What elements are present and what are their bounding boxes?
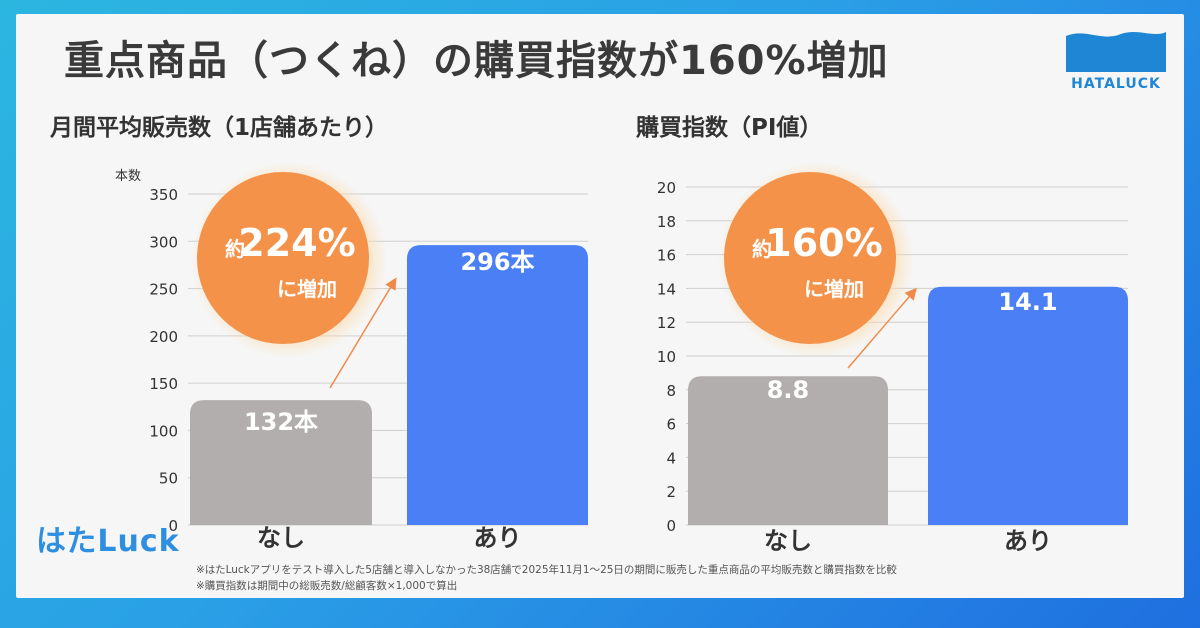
x-category-label: なし [257,524,305,552]
x-category-label: あり [474,524,522,552]
badge-prefix: 約 [225,237,245,261]
badge-value: 224% [238,221,355,265]
growth-arrow [329,277,397,389]
y-tick-label: 8 [666,382,676,400]
brand-logo: はたLuck [36,524,180,559]
footnote-2: ※購買指数は期間中の総販売数/総顧客数×1,000で算出 [196,580,458,592]
y-tick-label: 0 [168,517,178,535]
y-tick-label: 4 [666,449,676,467]
chart-title-pi: 購買指数（PI値） [636,115,823,141]
y-tick-label: 18 [657,213,676,231]
footnote-1: ※はたLuckアプリをテスト導入した5店舗と導入しなかった38店舗で2025年1… [196,564,897,576]
y-axis-label: 本数 [115,169,141,184]
bar-none [190,400,372,525]
badge-prefix: 約 [752,237,772,261]
badge-suffix: に増加 [277,277,337,301]
chart-title-sales: 月間平均販売数（1店舗あたり） [50,115,389,141]
y-tick-label: 250 [149,281,178,299]
x-category-label: あり [1004,527,1052,555]
x-category-label: なし [764,527,812,555]
y-tick-label: 14 [657,280,676,298]
badge-value: 160% [765,221,882,265]
logo-text: HATALUCK [1071,76,1161,92]
bar-with [928,286,1128,525]
hataluck-logo: HATALUCK [1066,28,1166,92]
bar-value-label: 132本 [244,408,318,436]
y-tick-label: 50 [159,470,178,488]
y-tick-label: 6 [666,416,676,434]
y-tick-label: 2 [666,483,676,501]
y-tick-label: 300 [149,233,178,251]
bar-with [407,245,588,525]
y-tick-label: 100 [149,422,178,440]
y-tick-label: 16 [657,247,676,265]
y-tick-label: 20 [657,179,676,197]
y-tick-label: 0 [666,517,676,535]
bar-none [688,376,888,525]
page-title: 重点商品（つくね）の購買指数が160%増加 [64,38,889,84]
bar-value-label: 296本 [460,248,534,276]
wave-logo-icon [1066,32,1166,72]
y-tick-label: 10 [657,348,676,366]
bar-value-label: 8.8 [767,376,810,404]
y-tick-label: 200 [149,328,178,346]
y-tick-label: 350 [149,186,178,204]
growth-badge [197,172,369,344]
y-tick-label: 150 [149,375,178,393]
badge-suffix: に増加 [804,277,864,301]
y-tick-label: 12 [657,314,676,332]
bar-value-label: 14.1 [998,288,1057,316]
growth-badge [724,172,896,344]
